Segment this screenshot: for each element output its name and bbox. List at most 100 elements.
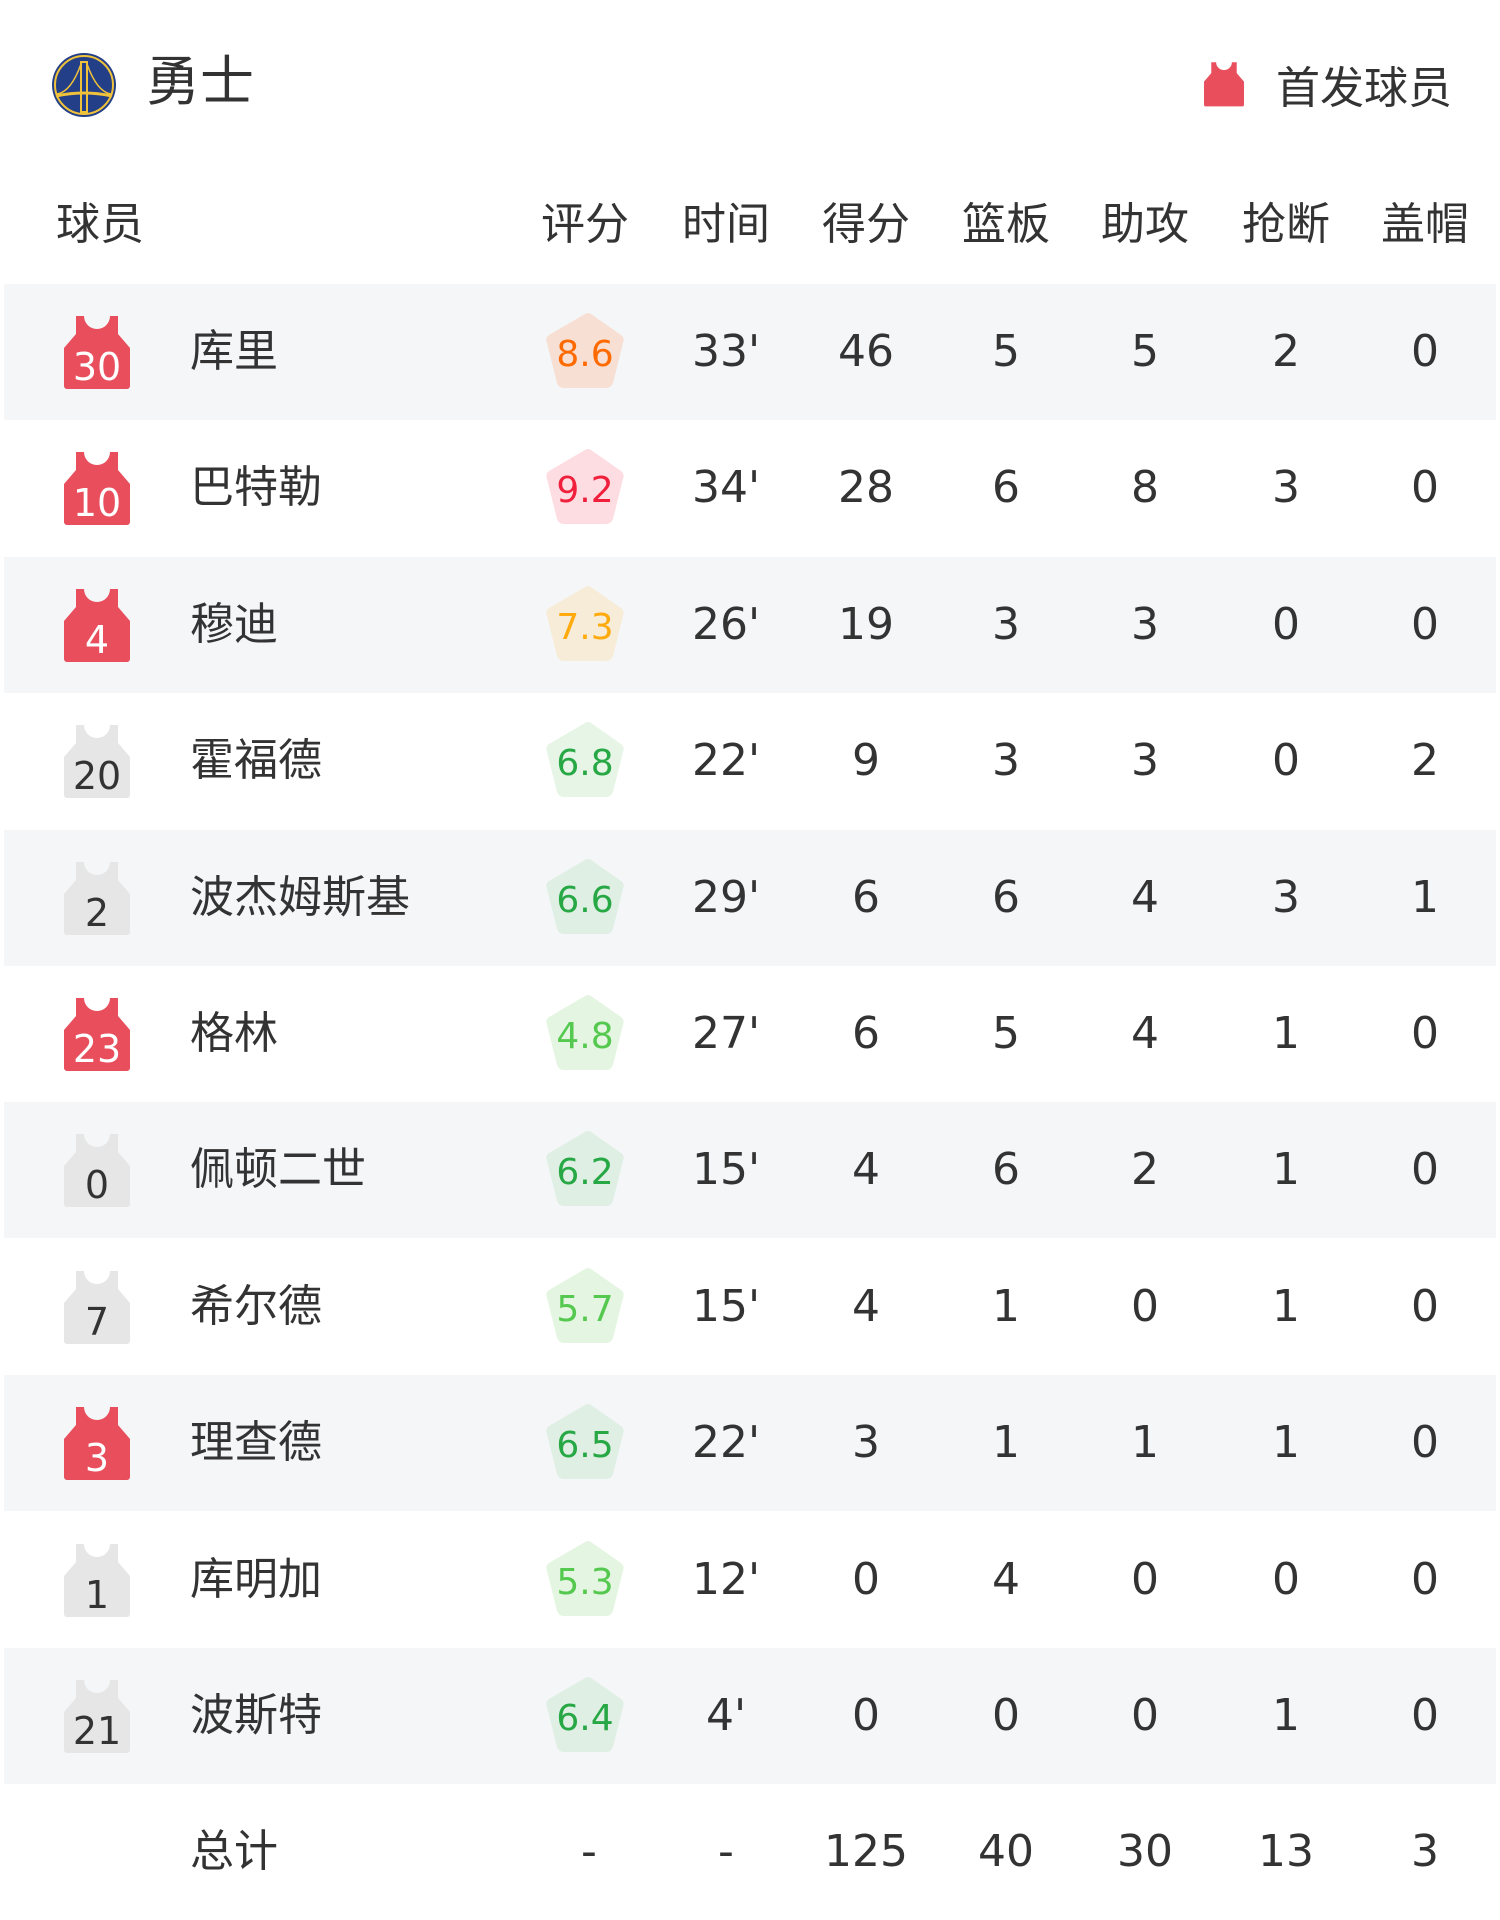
- player-name[interactable]: 库明加: [190, 1553, 322, 1605]
- col-steals[interactable]: 抢断: [1242, 199, 1330, 250]
- table-row[interactable]: 1 库明加 5.3 12' 0 4 0 0 0: [4, 1512, 1496, 1648]
- stat-rebounds: 5: [992, 1008, 1020, 1059]
- rating-badge: 6.5: [544, 1402, 626, 1482]
- stat-points: 0: [852, 1553, 880, 1605]
- rating-value: 8.6: [556, 334, 614, 375]
- jersey-icon: [1204, 62, 1244, 107]
- jersey-number: 3: [85, 1436, 109, 1480]
- player-name[interactable]: 理查德: [190, 1417, 322, 1469]
- stat-time: 15': [691, 1144, 761, 1196]
- player-name[interactable]: 佩顿二世: [190, 1144, 366, 1196]
- player-name[interactable]: 希尔德: [190, 1280, 322, 1332]
- jersey-number: 10: [73, 481, 121, 525]
- stat-points: 4: [852, 1280, 880, 1332]
- stat-rebounds: 4: [992, 1553, 1020, 1605]
- stat-points: 9: [852, 735, 880, 787]
- stat-steals: 1: [1272, 1144, 1300, 1196]
- stat-assists: 0: [1131, 1690, 1159, 1741]
- stat-assists: 3: [1131, 598, 1159, 650]
- col-rebounds[interactable]: 篮板: [962, 199, 1050, 250]
- table-row[interactable]: 10 巴特勒 9.2 34' 28 6 8 3 0: [4, 420, 1496, 556]
- stat-steals: 1: [1272, 1417, 1300, 1469]
- table-row[interactable]: 20 霍福德 6.8 22' 9 3 3 0 2: [4, 693, 1496, 829]
- starter-jersey-icon: 10: [64, 452, 130, 526]
- col-blocks[interactable]: 盖帽: [1381, 199, 1469, 250]
- rating-value: 6.2: [556, 1152, 614, 1194]
- table-row[interactable]: 30 库里 8.6 33' 46 5 5 2 0: [4, 284, 1496, 420]
- col-assists[interactable]: 助攻: [1101, 199, 1189, 250]
- stat-steals: 3: [1272, 462, 1300, 514]
- stat-rebounds: 5: [992, 326, 1020, 377]
- stat-steals: 0: [1272, 598, 1300, 650]
- rating-badge: 6.4: [544, 1675, 626, 1755]
- starter-jersey-icon: 3: [64, 1407, 130, 1481]
- column-headers: 球员 评分 时间 得分 篮板 助攻 抢断 盖帽: [0, 190, 1500, 260]
- stat-steals: 1: [1272, 1280, 1300, 1332]
- jersey-icon: 2: [64, 861, 130, 935]
- rating-value: 4.8: [556, 1016, 614, 1057]
- rating-badge: 5.3: [544, 1539, 626, 1619]
- table-row[interactable]: 7 希尔德 5.7 15' 4 1 0 1 0: [4, 1239, 1496, 1375]
- stat-blocks: 0: [1411, 1144, 1439, 1196]
- pentagon-icon: [546, 1267, 624, 1343]
- player-name[interactable]: 库里: [190, 326, 278, 377]
- stat-points: 4: [852, 1144, 880, 1196]
- stat-blocks: 0: [1411, 462, 1439, 514]
- stat-steals: 0: [1272, 735, 1300, 787]
- table-row[interactable]: 2 波杰姆斯基 6.6 29' 6 6 4 3 1: [4, 829, 1496, 966]
- stat-rebounds: 6: [992, 462, 1020, 514]
- player-name[interactable]: 波杰姆斯基: [190, 871, 410, 923]
- stat-blocks: 0: [1411, 1690, 1439, 1741]
- jersey-icon: 21: [64, 1680, 130, 1753]
- stat-rebounds: 1: [992, 1417, 1020, 1469]
- pentagon-icon: [546, 995, 624, 1070]
- legend-label: 首发球员: [1276, 63, 1452, 114]
- pentagon-icon: [546, 449, 624, 525]
- rating-badge: 5.7: [544, 1266, 626, 1346]
- jersey-icon: 0: [64, 1134, 130, 1208]
- stat-assists: 0: [1131, 1280, 1159, 1332]
- col-time[interactable]: 时间: [682, 199, 770, 250]
- stat-time: -: [718, 1826, 734, 1878]
- stat-blocks: 2: [1411, 735, 1439, 787]
- table-row[interactable]: 4 穆迪 7.3 26' 19 3 3 0 0: [4, 556, 1496, 693]
- table-row[interactable]: 21 波斯特 6.4 4' 0 0 0 1 0: [4, 1648, 1496, 1784]
- jersey-number: 1: [85, 1573, 109, 1617]
- stat-blocks: 3: [1411, 1826, 1439, 1878]
- starter-jersey-icon: 30: [64, 316, 130, 389]
- rating-badge: 4.8: [544, 993, 626, 1073]
- stat-rebounds: 1: [992, 1280, 1020, 1332]
- jersey-icon: 20: [64, 725, 130, 799]
- player-name[interactable]: 格林: [190, 1008, 278, 1059]
- pentagon-icon: [546, 313, 624, 388]
- col-points[interactable]: 得分: [822, 199, 910, 250]
- rating-value: 5.7: [556, 1288, 614, 1330]
- player-name[interactable]: 穆迪: [190, 598, 278, 650]
- player-name[interactable]: 霍福德: [190, 735, 322, 787]
- stat-points: 6: [852, 871, 880, 923]
- table-row[interactable]: 23 格林 4.8 27' 6 5 4 1 0: [4, 966, 1496, 1102]
- jersey-icon: 1: [64, 1543, 130, 1617]
- rating-value: 5.3: [556, 1561, 614, 1603]
- stat-time: 22': [691, 1417, 761, 1469]
- stat-blocks: 0: [1411, 326, 1439, 377]
- col-player: 球员: [56, 199, 144, 250]
- stat-time: 22': [691, 735, 761, 787]
- stat-blocks: 0: [1411, 1553, 1439, 1605]
- table-row[interactable]: 3 理查德 6.5 22' 3 1 1 1 0: [4, 1375, 1496, 1512]
- player-name[interactable]: 波斯特: [190, 1690, 322, 1741]
- rating-value: 7.3: [556, 606, 614, 648]
- stat-time: 33': [691, 326, 761, 377]
- stat-steals: 1: [1272, 1690, 1300, 1741]
- pentagon-icon: [546, 1540, 624, 1616]
- table-row[interactable]: 0 佩顿二世 6.2 15' 4 6 2 1 0: [4, 1102, 1496, 1239]
- stat-time: 26': [691, 598, 761, 650]
- stat-assists: 8: [1131, 462, 1159, 514]
- rating-value: 6.6: [556, 879, 614, 921]
- stat-blocks: 0: [1411, 1417, 1439, 1469]
- rating-badge: 6.6: [544, 857, 626, 937]
- col-rating[interactable]: 评分: [541, 199, 629, 250]
- pentagon-icon: [546, 585, 624, 661]
- stat-assists: 3: [1131, 735, 1159, 787]
- player-name[interactable]: 巴特勒: [190, 462, 322, 514]
